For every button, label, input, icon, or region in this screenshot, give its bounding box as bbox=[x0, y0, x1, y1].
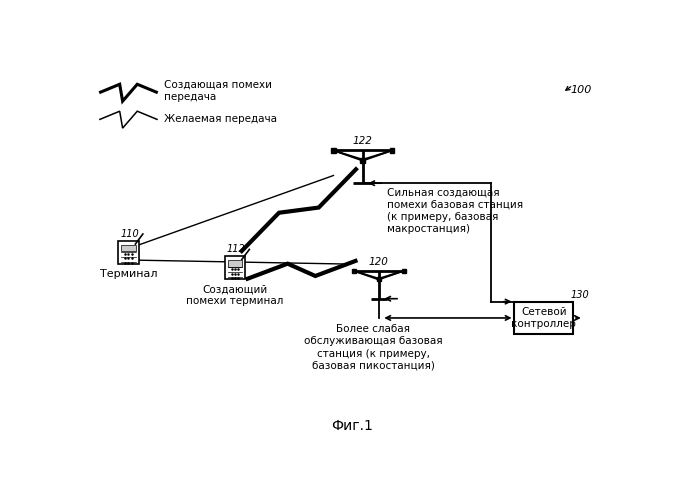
Bar bbox=[361, 158, 365, 162]
Bar bbox=[228, 260, 242, 266]
Bar bbox=[331, 148, 336, 153]
Text: 120: 120 bbox=[369, 257, 389, 267]
Text: 122: 122 bbox=[353, 136, 372, 146]
Bar bbox=[118, 241, 139, 264]
Text: Более слабая
обслуживающая базовая
станция (к примеру,
базовая пикостанция): Более слабая обслуживающая базовая станц… bbox=[304, 324, 442, 371]
Text: Сильная создающая
помехи базовая станция
(к примеру, базовая
макростанция): Сильная создающая помехи базовая станция… bbox=[387, 187, 523, 234]
Text: Сетевой
контроллер: Сетевой контроллер bbox=[511, 307, 576, 329]
Bar bbox=[515, 302, 573, 334]
Bar bbox=[376, 277, 381, 281]
Text: Терминал: Терминал bbox=[100, 268, 157, 278]
Text: 130: 130 bbox=[570, 290, 589, 300]
Text: Создающая помехи
передача: Создающая помехи передача bbox=[164, 80, 272, 102]
Bar bbox=[390, 148, 394, 153]
Bar bbox=[352, 269, 356, 273]
Bar bbox=[402, 269, 405, 273]
Text: Фиг.1: Фиг.1 bbox=[331, 420, 373, 434]
Text: 100: 100 bbox=[570, 85, 592, 95]
Text: Желаемая передача: Желаемая передача bbox=[164, 114, 277, 124]
Text: 112: 112 bbox=[227, 244, 246, 254]
Text: 110: 110 bbox=[120, 229, 139, 239]
Text: Создающий
помехи терминал: Создающий помехи терминал bbox=[186, 284, 284, 306]
Bar bbox=[225, 256, 245, 280]
Bar bbox=[122, 245, 135, 252]
